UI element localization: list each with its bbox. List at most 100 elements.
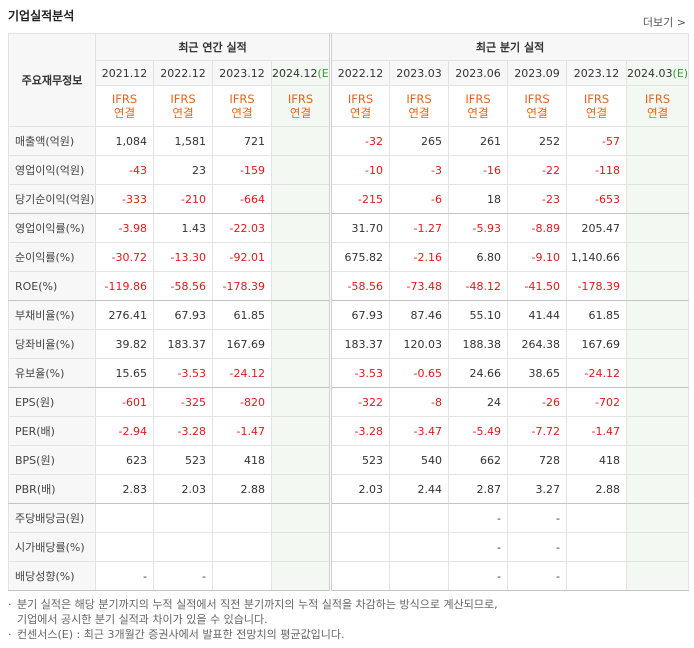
basis-header: IFRS 연결 — [448, 85, 509, 127]
data-row: 부채비율(%) 276.41 67.93 61.85 67.93 87.46 55.10 41… — [8, 300, 690, 330]
data-row: 매출액(억원) 1,084 1,581 721 -32 265 261 252 -57 — [8, 126, 690, 156]
data-cell: 6.80 — [448, 242, 509, 272]
data-cell — [270, 474, 332, 504]
period-header: 2024.03(E) — [626, 60, 690, 86]
data-cell: - — [507, 503, 568, 533]
more-link[interactable]: 더보기 > — [643, 14, 686, 30]
data-cell: 18 — [448, 184, 509, 214]
data-cell: -178.39 — [212, 271, 272, 301]
period-date: 2023.12 — [219, 66, 265, 80]
row-label: 영업이익률(%) — [8, 213, 96, 243]
data-cell: 540 — [389, 445, 450, 475]
data-cell: -322 — [329, 387, 391, 417]
basis-row: IFRS 연결 IFRS 연결 IFRS 연결 IFRS 연결 IFRS 연결 IFRS 연결 IFRS… — [9, 85, 690, 127]
period-date: 2023.03 — [396, 66, 442, 80]
data-cell — [626, 387, 690, 417]
data-cell: 276.41 — [95, 300, 154, 330]
data-row: 영업이익(억원) -43 23 -159 -10 -3 -16 -22 -118 — [8, 155, 690, 185]
data-cell: -333 — [95, 184, 154, 214]
data-cell — [626, 474, 690, 504]
row-label: 영업이익(억원) — [8, 155, 96, 185]
data-cell: -92.01 — [212, 242, 272, 272]
section-title: 기업실적분석 — [8, 9, 75, 23]
data-cell: -0.65 — [389, 358, 450, 388]
data-cell: 38.65 — [507, 358, 568, 388]
basis-header: IFRS 연결 — [212, 85, 272, 127]
data-cell: -58.56 — [329, 271, 391, 301]
row-label: 당좌비율(%) — [8, 329, 96, 359]
basis-scope: 연결 — [526, 106, 548, 120]
data-cell — [566, 503, 628, 533]
data-cell — [626, 242, 690, 272]
data-cell — [270, 387, 332, 417]
data-cell: -3.53 — [329, 358, 391, 388]
data-cell — [626, 503, 690, 533]
table-body: 매출액(억원) 1,084 1,581 721 -32 265 261 252 -57 영업이익(… — [8, 126, 690, 591]
bullet: · — [8, 598, 12, 611]
data-cell — [95, 532, 154, 562]
period-date: 2023.12 — [573, 66, 620, 80]
more-arrow[interactable]: > — [676, 16, 686, 29]
data-cell: -5.93 — [448, 213, 509, 243]
period-header: 2023.12 — [212, 60, 272, 86]
data-cell: -3.28 — [153, 416, 213, 446]
period-date: 2023.06 — [455, 66, 501, 80]
data-cell: -58.56 — [153, 271, 213, 301]
data-cell: -820 — [212, 387, 272, 417]
data-cell: - — [153, 561, 213, 591]
data-cell — [626, 329, 690, 359]
data-cell — [329, 532, 391, 562]
data-cell: 418 — [212, 445, 272, 475]
data-cell — [566, 532, 628, 562]
data-cell: -10 — [329, 155, 391, 185]
data-cell — [626, 184, 690, 214]
data-row: BPS(원) 623 523 418 523 540 662 728 418 — [8, 445, 690, 475]
period-header: 2023.12 — [566, 60, 628, 86]
data-cell: 2.88 — [566, 474, 628, 504]
data-cell: -7.72 — [507, 416, 568, 446]
data-cell — [626, 155, 690, 185]
data-cell: 167.69 — [212, 329, 272, 359]
basis-scope: 연결 — [113, 106, 136, 120]
data-cell: 265 — [389, 126, 450, 156]
data-cell: 39.82 — [95, 329, 154, 359]
data-cell: - — [507, 561, 568, 591]
data-cell: 31.70 — [329, 213, 391, 243]
data-cell: 675.82 — [329, 242, 391, 272]
data-cell: 662 — [448, 445, 509, 475]
data-cell: -2.94 — [95, 416, 154, 446]
row-label: 시가배당률(%) — [8, 532, 96, 562]
row-label: 유보율(%) — [8, 358, 96, 388]
data-cell: 252 — [507, 126, 568, 156]
data-cell: 3.27 — [507, 474, 568, 504]
period-header: 2022.12 — [153, 60, 213, 86]
data-cell: - — [95, 561, 154, 591]
period-date: 2022.12 — [160, 66, 206, 80]
period-header: 2024.12(E) — [270, 60, 332, 86]
period-date: 2021.12 — [101, 66, 148, 80]
row-label: 매출액(억원) — [8, 126, 96, 156]
data-cell — [270, 416, 332, 446]
data-cell: 183.37 — [153, 329, 213, 359]
period-row: 2021.12 2022.12 2023.12 2024.12(E) 2022.12 20… — [9, 60, 690, 86]
period-date: 2022.12 — [337, 66, 384, 80]
basis-standard: IFRS — [644, 92, 671, 106]
data-cell — [270, 329, 332, 359]
data-row: 순이익률(%) -30.72 -13.30 -92.01 675.82 -2.16 6.80… — [8, 242, 690, 272]
row-label: 주당배당금(원) — [8, 503, 96, 533]
data-cell: -215 — [329, 184, 391, 214]
period-date: 2024.03 — [627, 66, 673, 80]
footnote-line: 기업에서 공시한 분기 실적과 차이가 있을 수 있습니다. — [17, 613, 268, 626]
data-cell — [270, 155, 332, 185]
data-cell: -702 — [566, 387, 628, 417]
data-cell — [329, 503, 391, 533]
more-label[interactable]: 더보기 — [642, 16, 674, 29]
data-cell — [389, 532, 450, 562]
data-cell: - — [507, 532, 568, 562]
basis-header: IFRS 연결 — [566, 85, 628, 127]
data-cell: 120.03 — [389, 329, 450, 359]
estimate-mark: (E) — [672, 66, 689, 80]
data-cell: 188.38 — [448, 329, 509, 359]
